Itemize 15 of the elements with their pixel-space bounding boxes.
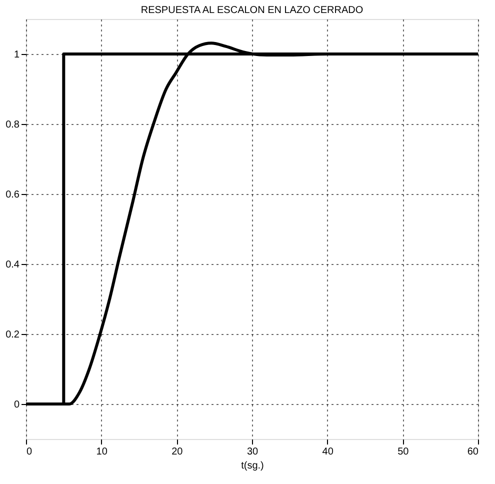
x-tick-label: 40 — [322, 446, 334, 458]
x-tick-label: 50 — [398, 446, 410, 458]
y-tick-label: 0.8 — [6, 120, 20, 130]
chart-title: RESPUESTA AL ESCALON EN LAZO CERRADO — [140, 5, 364, 16]
x-tick-label: 30 — [246, 446, 258, 458]
y-tick-label: 0.6 — [6, 190, 20, 200]
x-tick-label: 10 — [96, 446, 108, 458]
x-tick-label: 60 — [467, 446, 479, 458]
y-tick-label: 0 — [14, 400, 20, 410]
x-tick-label: 0 — [26, 446, 32, 458]
x-tick-label: 20 — [172, 446, 184, 458]
y-tick-label: 0.2 — [6, 330, 20, 340]
y-tick-label: 0.4 — [6, 260, 20, 270]
y-tick-label: 1 — [14, 50, 20, 60]
x-axis-title: t(sg.) — [241, 460, 264, 472]
